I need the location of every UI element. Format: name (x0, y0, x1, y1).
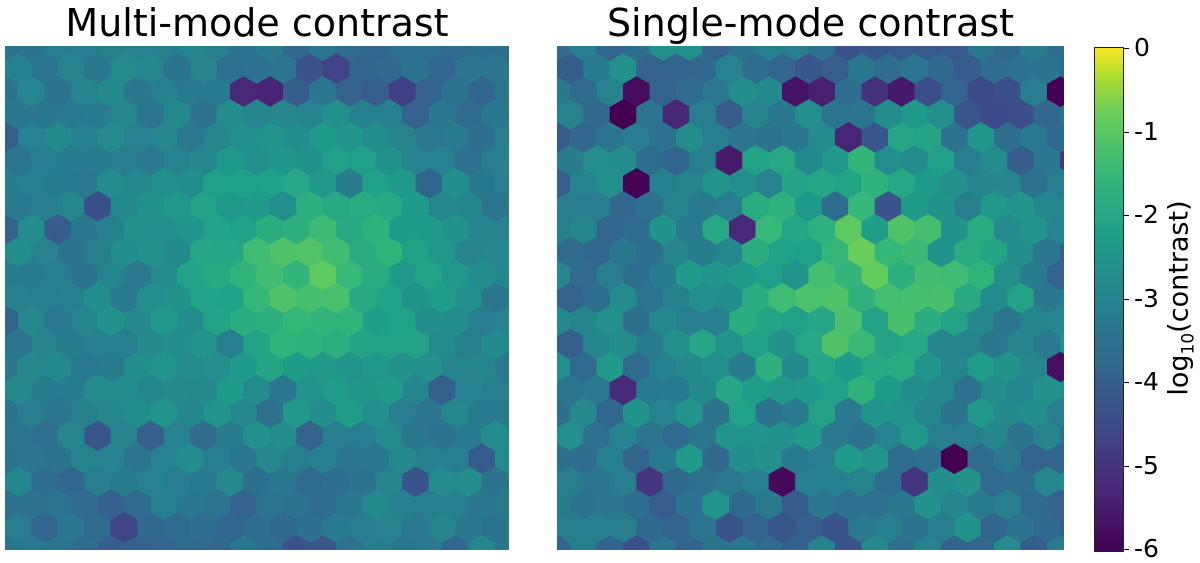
hex-cell (1060, 242, 1064, 263)
hex-cell (1060, 517, 1064, 538)
panel-title-single-mode: Single-mode contrast (606, 1, 1015, 45)
colorbar-label-rest: (contrast) (1163, 200, 1195, 333)
hex-cell (494, 535, 509, 550)
colorbar-tick-label: -1 (1134, 116, 1159, 146)
hex-cell (508, 244, 509, 261)
hex-cell (1046, 535, 1064, 550)
colorbar-tick (1123, 465, 1129, 467)
colorbar-tick-label: 0 (1134, 33, 1150, 62)
hex-cell (1060, 426, 1064, 447)
hex-cell (1060, 380, 1064, 401)
colorbar-tick (1123, 549, 1129, 550)
colorbar-label: log10(contrast) (1163, 48, 1199, 548)
colorbar-tick-label: -6 (1134, 534, 1159, 563)
hex-cell (508, 473, 509, 491)
colorbar-tick-label: -3 (1134, 283, 1159, 313)
hex-cell (508, 519, 509, 537)
colorbar-label-main: log (1163, 354, 1195, 396)
colorbar-tick-label: -5 (1134, 450, 1159, 480)
colorbar-tick-label: -2 (1134, 200, 1159, 229)
colorbar-tick (1123, 298, 1129, 300)
colorbar-tick (1123, 215, 1129, 216)
panel-title-multi-mode: Multi-mode contrast (65, 1, 449, 45)
colorbar-label-sub: 10 (1178, 332, 1199, 355)
hex-cell (557, 46, 571, 62)
hex-cell (508, 152, 509, 170)
hex-cell (1060, 196, 1064, 217)
hex-cell (508, 106, 509, 124)
hex-cell (5, 46, 19, 62)
hex-cell (1060, 288, 1064, 309)
colorbar-tick (1123, 48, 1129, 49)
hex-cell (1060, 104, 1064, 125)
hex-cell (508, 336, 509, 353)
colorbar-tick (1123, 382, 1129, 383)
hex-cell (508, 381, 509, 399)
hex-cell (1060, 150, 1064, 171)
hex-cell (1060, 472, 1064, 493)
colorbar-tick-label: -4 (1134, 367, 1159, 396)
colorbar-tick (1123, 131, 1129, 133)
hex-cell (508, 427, 509, 445)
hex-cell (1060, 58, 1064, 79)
hex-cell (508, 60, 509, 78)
hex-cell (1060, 334, 1064, 355)
hex-cell (508, 198, 509, 215)
hex-cell (508, 290, 509, 307)
heatmap-single-mode (557, 46, 1064, 550)
heatmap-multi-mode (5, 46, 509, 550)
colorbar (1094, 47, 1124, 552)
